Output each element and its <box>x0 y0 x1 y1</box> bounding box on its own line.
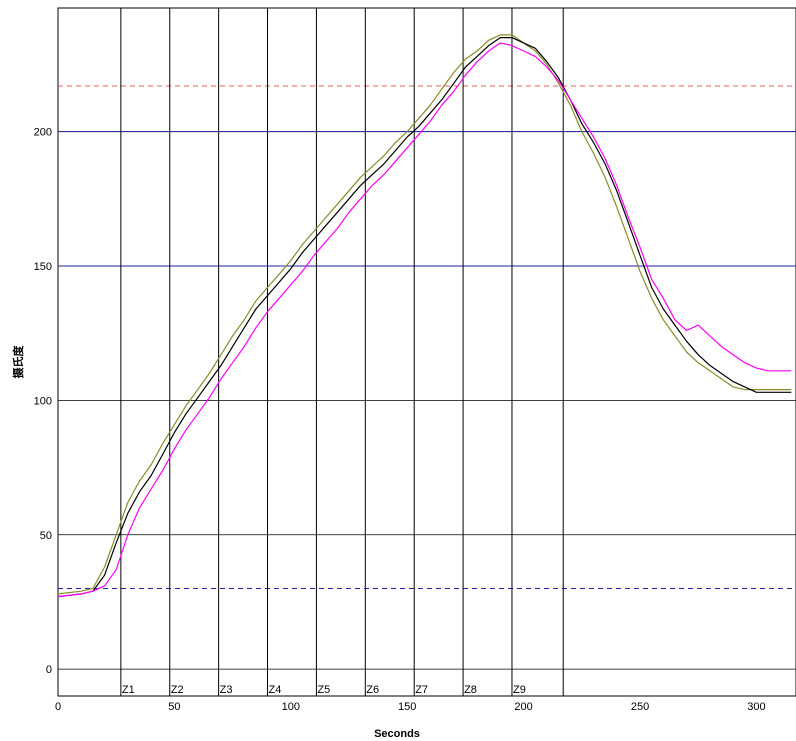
series-line-2 <box>57 36 792 598</box>
y-tick-label: 100 <box>34 395 52 407</box>
x-tick-label: 150 <box>398 701 416 713</box>
x-tick-label: 0 <box>55 701 61 713</box>
x-tick-label: 100 <box>282 701 300 713</box>
y-axis-title: 摄氏度 <box>11 345 25 379</box>
zone-label: Z8 <box>464 684 477 696</box>
y-tick-label: 0 <box>46 664 52 676</box>
y-tick-label: 200 <box>34 127 52 139</box>
y-tick-label: 50 <box>40 530 52 542</box>
x-tick-label: 250 <box>631 701 649 713</box>
zone-label: Z9 <box>513 684 526 696</box>
x-tick-label: 50 <box>168 701 180 713</box>
plot-area-frame <box>57 7 796 697</box>
series-line-1 <box>57 34 792 595</box>
x-tick-label: 200 <box>514 701 532 713</box>
zone-label: Z5 <box>317 684 330 696</box>
zone-label: Z2 <box>171 684 184 696</box>
series-line-3 <box>57 42 792 598</box>
zone-label: Z3 <box>220 684 233 696</box>
x-axis-title: Seconds <box>374 728 420 740</box>
zone-label: Z7 <box>415 684 428 696</box>
x-tick-label: 300 <box>747 701 765 713</box>
zone-label: Z6 <box>366 684 379 696</box>
zone-label: Z1 <box>122 684 135 696</box>
y-tick-label: 150 <box>34 261 52 273</box>
zone-label: Z4 <box>269 684 282 696</box>
